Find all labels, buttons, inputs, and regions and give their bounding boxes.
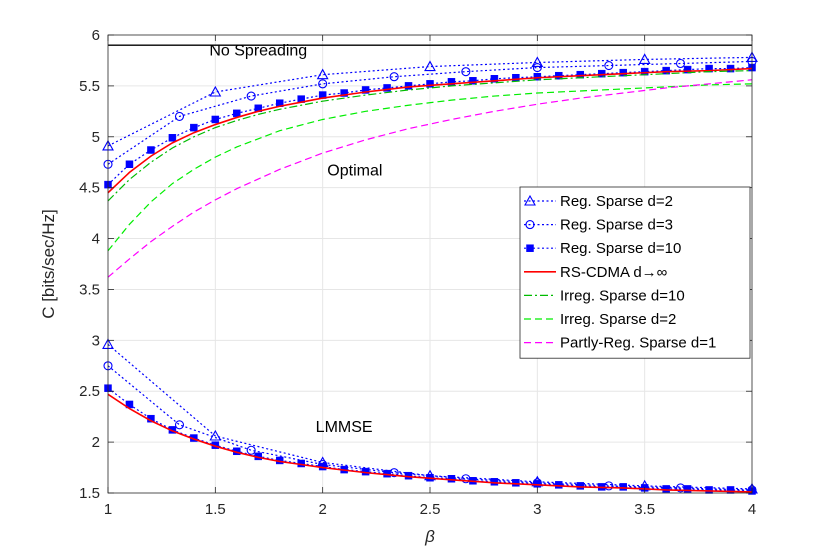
circle-marker [174,111,185,121]
circle-marker [675,58,686,69]
square-marker [361,86,370,94]
legend-label: Reg. Sparse d=2 [560,193,673,210]
circle-marker [525,220,535,230]
triangle-marker [424,60,436,72]
series-line [107,343,753,490]
y-tick-label: 3.5 [79,281,100,298]
square-marker [533,480,542,488]
legend-label: Reg. Sparse d=10 [560,240,681,257]
series-7 [107,79,753,278]
y-tick-label: 5.5 [79,78,100,95]
square-marker [168,134,177,142]
circle-marker [461,67,471,77]
x-tick-label: 3.5 [634,501,655,518]
square-marker [662,485,670,493]
legend: Reg. Sparse d=2 Reg. Sparse d=3 Reg. Spars… [519,186,751,359]
legend-label: Irreg. Sparse d=10 [560,287,685,304]
legend-label: Partly-Reg. Sparse d=1 [560,335,716,352]
x-tick-label: 3 [533,501,541,518]
circle-marker [174,420,185,430]
square-marker [619,68,627,77]
square-marker [490,75,499,83]
square-marker [426,80,434,88]
square-marker [147,146,155,154]
y-tick-label: 4.5 [79,180,100,197]
x-tick-label: 4 [748,501,756,518]
y-axis-label: C [bits/sec/Hz] [39,209,58,319]
y-tick-label: 2 [92,434,100,451]
x-axis-ticks: 1 1.5 2 2.5 3 3.5 4 [104,35,756,518]
x-axis-label: β [424,527,435,546]
legend-label: RS-CDMA d→∞ [560,264,668,281]
square-marker [490,478,499,486]
series-layer [102,51,758,495]
square-marker [447,475,456,483]
square-marker [619,483,627,491]
series-line [107,67,753,194]
series-line [107,83,753,252]
series-line [107,393,753,493]
series-line [107,365,753,491]
annotation-label: Optimal [327,162,382,179]
circle-marker [246,91,256,101]
circle-marker [604,60,614,71]
triangle-marker [209,429,222,441]
square-marker [233,109,241,118]
square-marker [726,486,735,494]
square-marker [705,486,713,494]
circle-marker [318,79,328,89]
series-line [107,60,753,165]
square-marker [469,77,477,85]
annotation-label: No Spreading [209,42,307,59]
square-marker [683,485,692,493]
square-marker [555,71,563,80]
y-tick-label: 6 [92,27,100,44]
y-tick-label: 5 [92,129,100,146]
triangle-marker [524,194,536,206]
square-marker [576,482,585,490]
triangle-marker [209,85,222,97]
square-marker [404,82,413,90]
series-6 [107,83,753,252]
series-line [107,79,753,278]
legend-label: Reg. Sparse d=3 [560,217,673,234]
triangle-marker [531,56,544,68]
legend-label: Irreg. Sparse d=2 [560,311,676,328]
x-tick-label: 1.5 [205,501,226,518]
square-marker [726,64,735,73]
x-tick-label: 2 [318,501,326,518]
legend-box [519,186,751,359]
circle-marker [532,63,542,73]
y-tick-label: 4 [92,231,100,248]
y-axis-ticks: 1.5 2 2.5 3 3.5 4 4.5 5 5.5 6 [79,27,752,502]
square-marker [383,84,391,92]
x-tick-label: 2.5 [420,501,441,518]
y-tick-label: 1.5 [79,485,100,502]
square-marker [526,244,534,252]
y-tick-label: 2.5 [79,383,100,400]
triangle-marker [316,68,329,80]
square-marker [533,72,542,81]
series-line [107,70,753,202]
triangle-marker [638,53,651,64]
square-marker [597,69,606,78]
circle-marker [389,72,399,82]
square-marker [211,115,220,124]
square-marker [125,160,134,169]
x-tick-label: 1 [104,501,112,518]
square-marker [190,123,198,132]
series-4 [107,67,753,493]
square-marker [555,481,563,489]
square-marker [340,89,348,97]
annotation-label: LMMSE [316,419,373,436]
y-tick-label: 3 [92,332,100,349]
annotations: No Spreading Optimal LMMSE [209,42,382,436]
square-marker [512,479,520,487]
square-marker [662,66,670,75]
series-5 [107,70,753,202]
